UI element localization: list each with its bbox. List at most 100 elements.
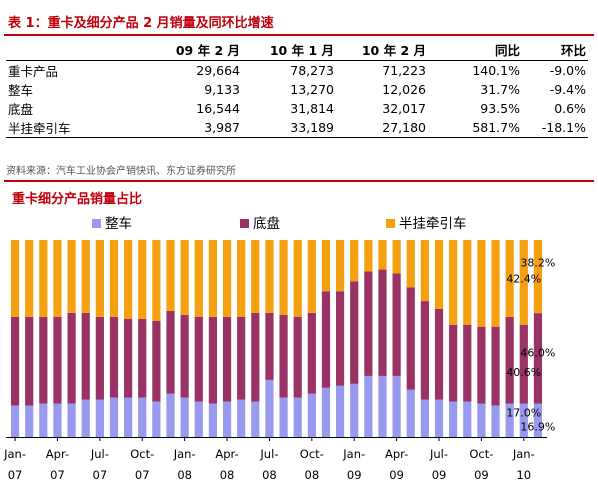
bar-segment [194,316,203,402]
bar-segment [39,316,48,404]
x-tick-label: Apr- [46,447,69,461]
bar-segment [138,318,147,398]
table-header-cell [6,38,160,61]
bar-segment [124,318,133,398]
table-cell: 31,814 [290,101,334,116]
table-header-cell: 10 年 1 月 [269,42,334,58]
bar-segment [406,389,415,437]
bar-segment [152,320,161,402]
bar-segment [434,399,444,437]
bar-segment [392,240,401,274]
bar-segment [519,240,528,325]
legend-swatch [92,219,101,228]
table-cell: -9.4% [549,82,586,97]
bar-segment [491,326,500,406]
table-cell: 半挂牵引车 [8,121,71,136]
x-tick-label: 07 [135,468,150,482]
bar-segment [491,405,500,437]
table-cell: -9.0% [549,63,586,78]
table-cell: 27,180 [382,120,426,135]
table-cell: 71,223 [382,63,426,78]
table-cell: 重卡产品 [8,64,59,79]
bar-segment [237,240,246,317]
bar-segment [265,379,274,437]
bar-segment [519,324,528,404]
bar-segment [533,313,543,404]
bar-segment [53,403,62,437]
bar-segment [378,375,387,437]
x-tick-label: 08 [305,468,320,482]
table-cell: 33,189 [290,120,334,135]
bar-segment [166,240,175,311]
chart-title: 重卡细分产品销量占比 [12,192,143,207]
table-cell: 32,017 [382,101,426,116]
bar-segment [420,399,429,437]
x-tick-label: Oct- [469,447,493,461]
chart-title-bar: 重卡细分产品销量占比 [4,180,594,208]
bar-segment [335,385,345,437]
table-cell: 12,026 [382,82,426,97]
x-tick-label: Jul- [90,447,109,461]
bar-segment [265,240,274,313]
x-tick-label: Jul- [259,447,278,461]
x-tick-label: Oct- [130,447,154,461]
bar-segment [378,269,387,376]
legend-swatch [240,219,249,228]
source-note: 资料来源：汽车工业协会产销快讯、东方证券研究所 [6,166,236,177]
data-label: 40.6% [506,366,541,379]
x-tick-label: Jan- [3,447,26,461]
table-header-cell: 10 年 2 月 [361,42,426,58]
table-header-row: 09 年 2 月 10 年 1 月 10 年 2 月 同比 环比 [6,38,588,61]
bar-segment [364,375,373,437]
bar-segment [208,240,218,317]
bar-segment [25,405,34,437]
legend-label: 整车 [105,215,132,232]
table-header-cell: 09 年 2 月 [175,42,240,58]
data-label: 38.2% [520,257,555,270]
bar-segment [10,405,20,437]
bar-segment [67,240,76,313]
table-cell: -18.1% [541,120,586,135]
x-tick-label: 09 [347,468,362,482]
bar-segment [505,403,514,437]
table-title-bar: 表 1：重卡及细分产品 2 月销量及同环比增速 [4,4,594,36]
bar-segment [237,316,246,400]
bar-segment [124,397,133,437]
bar-segment [180,314,189,398]
bar-segment [10,316,20,406]
table-cell: 93.5% [480,101,520,116]
bar-segment [81,240,90,313]
table-header-cell: 同比 [494,42,520,58]
bar-segment [449,324,458,402]
bar-segment [307,240,316,313]
bar-segment [152,240,161,321]
bar-segment [109,316,119,398]
legend-label: 底盘 [253,215,280,232]
x-tick-label: 07 [93,468,108,482]
bar-segment [477,240,486,327]
bar-segment [307,393,316,437]
x-tick-label: Apr- [215,447,238,461]
bar-segment [25,316,34,406]
table-cell: 0.6% [554,101,586,116]
bar-segment [505,240,514,317]
legend-label: 半挂牵引车 [399,215,467,232]
table-row: 整车 9,133 13,270 12,026 31.7% -9.4% [6,80,588,99]
bar-segment [222,316,232,402]
bar-segment [463,240,472,325]
x-tick-label: 08 [262,468,277,482]
bar-segment [138,397,147,437]
bar-segment [293,240,302,317]
bar-segment [533,240,543,314]
bar-segment [364,271,373,376]
bar-segment [67,312,76,404]
bar-segment [321,291,331,388]
bar-segment [152,401,161,437]
bar-segment [166,393,175,437]
x-tick-label: 09 [389,468,404,482]
bar-segment [208,316,218,404]
x-tick-label: Jan- [342,447,365,461]
bar-segment [420,240,429,302]
bar-segment [533,403,543,437]
table-cell: 78,273 [290,63,334,78]
